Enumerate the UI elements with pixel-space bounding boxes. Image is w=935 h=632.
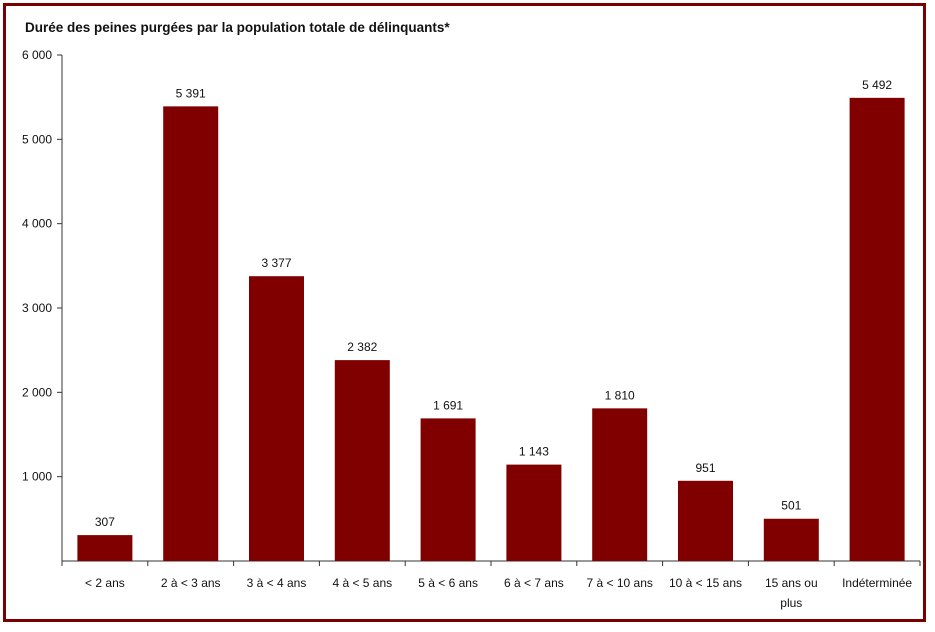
bar bbox=[163, 106, 219, 561]
category-label: 2 à < 3 ans bbox=[161, 576, 221, 590]
data-label: 5 391 bbox=[176, 86, 206, 100]
y-tick-label: 3 000 bbox=[22, 301, 52, 315]
bar bbox=[763, 518, 819, 561]
y-tick-label: 2 000 bbox=[22, 385, 52, 399]
data-label: 501 bbox=[781, 499, 801, 513]
category-label: plus bbox=[780, 596, 802, 610]
y-tick-label: 1 000 bbox=[22, 470, 52, 484]
data-label: 951 bbox=[695, 461, 715, 475]
category-labels: < 2 ans 2 à < 3 ans 3 à < 4 ans 4 à < 5 ans… bbox=[85, 576, 912, 610]
data-label: 5 492 bbox=[862, 78, 892, 92]
category-label: 10 à < 15 ans bbox=[669, 576, 742, 590]
data-labels: 307 5 391 3 377 2 382 1 691 1 143 1 810 951 501 5… bbox=[95, 78, 893, 529]
category-label: 5 à < 6 ans bbox=[418, 576, 478, 590]
x-axis bbox=[61, 560, 921, 566]
category-label: 15 ans ou bbox=[765, 576, 818, 590]
data-label: 1 810 bbox=[605, 388, 635, 402]
category-label: Indéterminée bbox=[842, 576, 912, 590]
chart-title: Durée des peines purgées par la populati… bbox=[25, 20, 450, 35]
bar bbox=[678, 480, 733, 561]
category-label: 4 à < 5 ans bbox=[332, 576, 392, 590]
bar bbox=[77, 535, 133, 561]
bar bbox=[334, 360, 390, 561]
category-label: 3 à < 4 ans bbox=[247, 576, 307, 590]
data-label: 1 143 bbox=[519, 445, 549, 459]
y-axis: 1 000 2 000 3 000 4 000 5 000 6 000 bbox=[22, 48, 63, 561]
data-label: 1 691 bbox=[433, 398, 463, 412]
bars bbox=[77, 97, 905, 561]
bar bbox=[849, 97, 905, 561]
bar bbox=[592, 408, 648, 561]
category-label: 7 à < 10 ans bbox=[587, 576, 653, 590]
y-tick-label: 5 000 bbox=[22, 132, 52, 146]
bar bbox=[420, 418, 476, 561]
bar bbox=[249, 276, 304, 561]
y-tick-label: 4 000 bbox=[22, 217, 52, 231]
data-label: 3 377 bbox=[261, 256, 291, 270]
data-label: 307 bbox=[95, 515, 115, 529]
data-label: 2 382 bbox=[347, 340, 377, 354]
y-tick-label: 6 000 bbox=[22, 48, 52, 62]
bar bbox=[506, 464, 562, 561]
category-label: < 2 ans bbox=[85, 576, 125, 590]
category-label: 6 à < 7 ans bbox=[504, 576, 564, 590]
